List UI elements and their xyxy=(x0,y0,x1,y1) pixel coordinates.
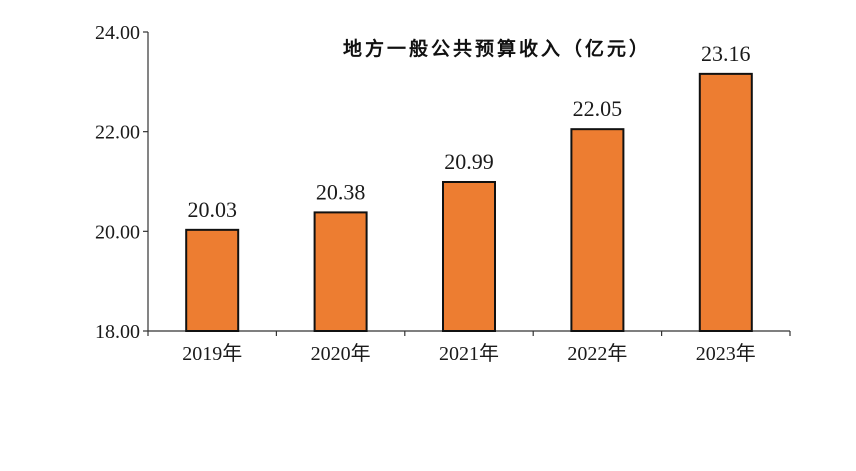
bar-2021年 xyxy=(442,180,496,332)
y-axis-ticks: 18.00 20.00 22.00 24.00 xyxy=(95,22,148,343)
value-label: 20.99 xyxy=(444,149,494,174)
category-label: 2020年 xyxy=(311,342,371,365)
bar-2022年 xyxy=(570,128,625,332)
y-tick-label: 24.00 xyxy=(95,22,140,44)
category-label: 2022年 xyxy=(567,342,627,365)
category-labels-group: 2019年 2020年 2021年 2022年 2023年 xyxy=(182,342,756,365)
category-label: 2019年 xyxy=(182,342,242,365)
x-axis-ticks xyxy=(147,331,791,336)
bar-2019年 xyxy=(185,228,240,332)
y-tick-label: 18.00 xyxy=(95,321,140,343)
bar-2023年 xyxy=(698,72,753,333)
value-label: 23.16 xyxy=(701,41,751,66)
value-label: 22.05 xyxy=(573,96,623,121)
y-tick-label: 22.00 xyxy=(95,122,140,144)
value-labels-group: 20.03 20.38 20.99 22.05 23.16 xyxy=(187,41,750,222)
bar-2020年 xyxy=(313,211,368,332)
bars-group xyxy=(185,72,753,333)
category-label: 2023年 xyxy=(696,342,756,365)
chart-title: 地方一般公共预算收入（亿元） xyxy=(343,37,651,60)
value-label: 20.03 xyxy=(187,197,237,222)
y-tick-label: 20.00 xyxy=(95,221,140,243)
value-label: 20.38 xyxy=(316,179,366,204)
category-label: 2021年 xyxy=(439,342,499,365)
